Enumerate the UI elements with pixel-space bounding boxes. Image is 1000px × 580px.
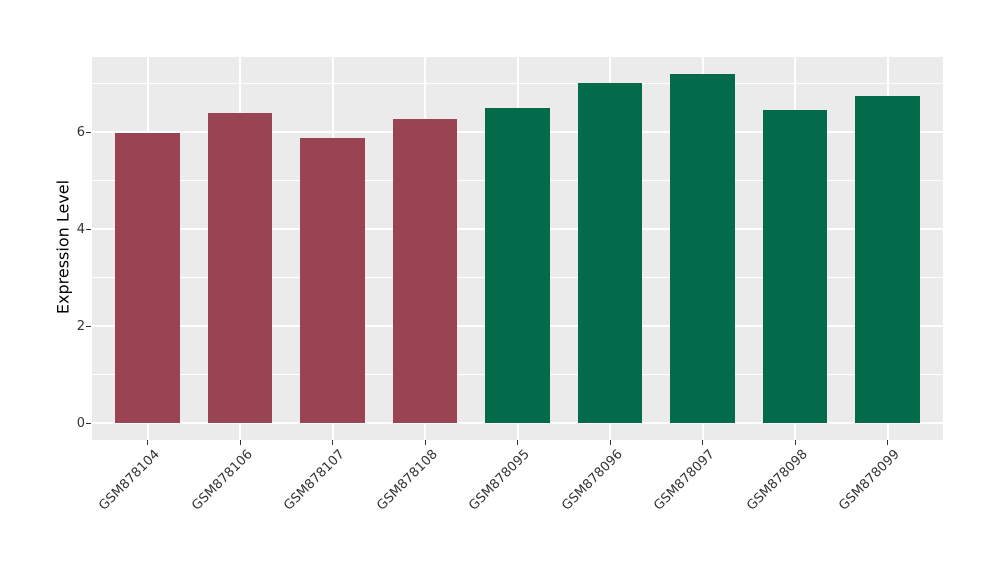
x-tick-label: GSM878099: [836, 447, 904, 514]
x-tick-label: GSM878096: [559, 447, 626, 514]
bar-GSM878104: [115, 133, 180, 424]
bar-GSM878099: [855, 95, 920, 424]
y-tick-label: 2: [76, 318, 85, 334]
y-axis-title: Expression Level: [53, 179, 73, 315]
y-axis-tick: [86, 228, 91, 230]
x-tick-label: GSM878108: [374, 447, 441, 514]
bar-GSM878096: [577, 82, 643, 424]
x-axis-tick: [332, 440, 333, 445]
x-axis-tick: [702, 440, 703, 445]
y-tick-label: 6: [76, 124, 85, 140]
x-tick-label: GSM878095: [466, 447, 534, 514]
x-axis-tick: [147, 440, 148, 445]
y-axis-tick: [86, 131, 91, 133]
x-axis-tick: [887, 440, 888, 445]
y-tick-label: 4: [76, 221, 85, 237]
x-tick-label: GSM878106: [189, 447, 256, 514]
x-axis-tick: [424, 440, 426, 445]
x-axis-tick: [609, 440, 611, 445]
bar-GSM878107: [300, 138, 365, 424]
bar-GSM878098: [762, 110, 828, 424]
bar-GSM878108: [392, 119, 458, 424]
bar-GSM878106: [207, 113, 273, 424]
x-axis-tick: [794, 440, 796, 445]
y-axis-tick: [86, 325, 91, 327]
x-tick-label: GSM878107: [281, 447, 349, 514]
x-tick-label: GSM878104: [96, 447, 164, 514]
plot-panel: [92, 57, 943, 440]
bar-GSM878095: [485, 108, 550, 424]
x-tick-label: GSM878097: [651, 447, 719, 514]
x-axis-tick: [517, 440, 518, 445]
x-tick-label: GSM878098: [744, 447, 811, 514]
y-axis-tick: [86, 422, 91, 424]
bar-GSM878097: [670, 73, 735, 424]
y-tick-label: 0: [76, 415, 85, 431]
x-axis-tick: [239, 440, 241, 445]
